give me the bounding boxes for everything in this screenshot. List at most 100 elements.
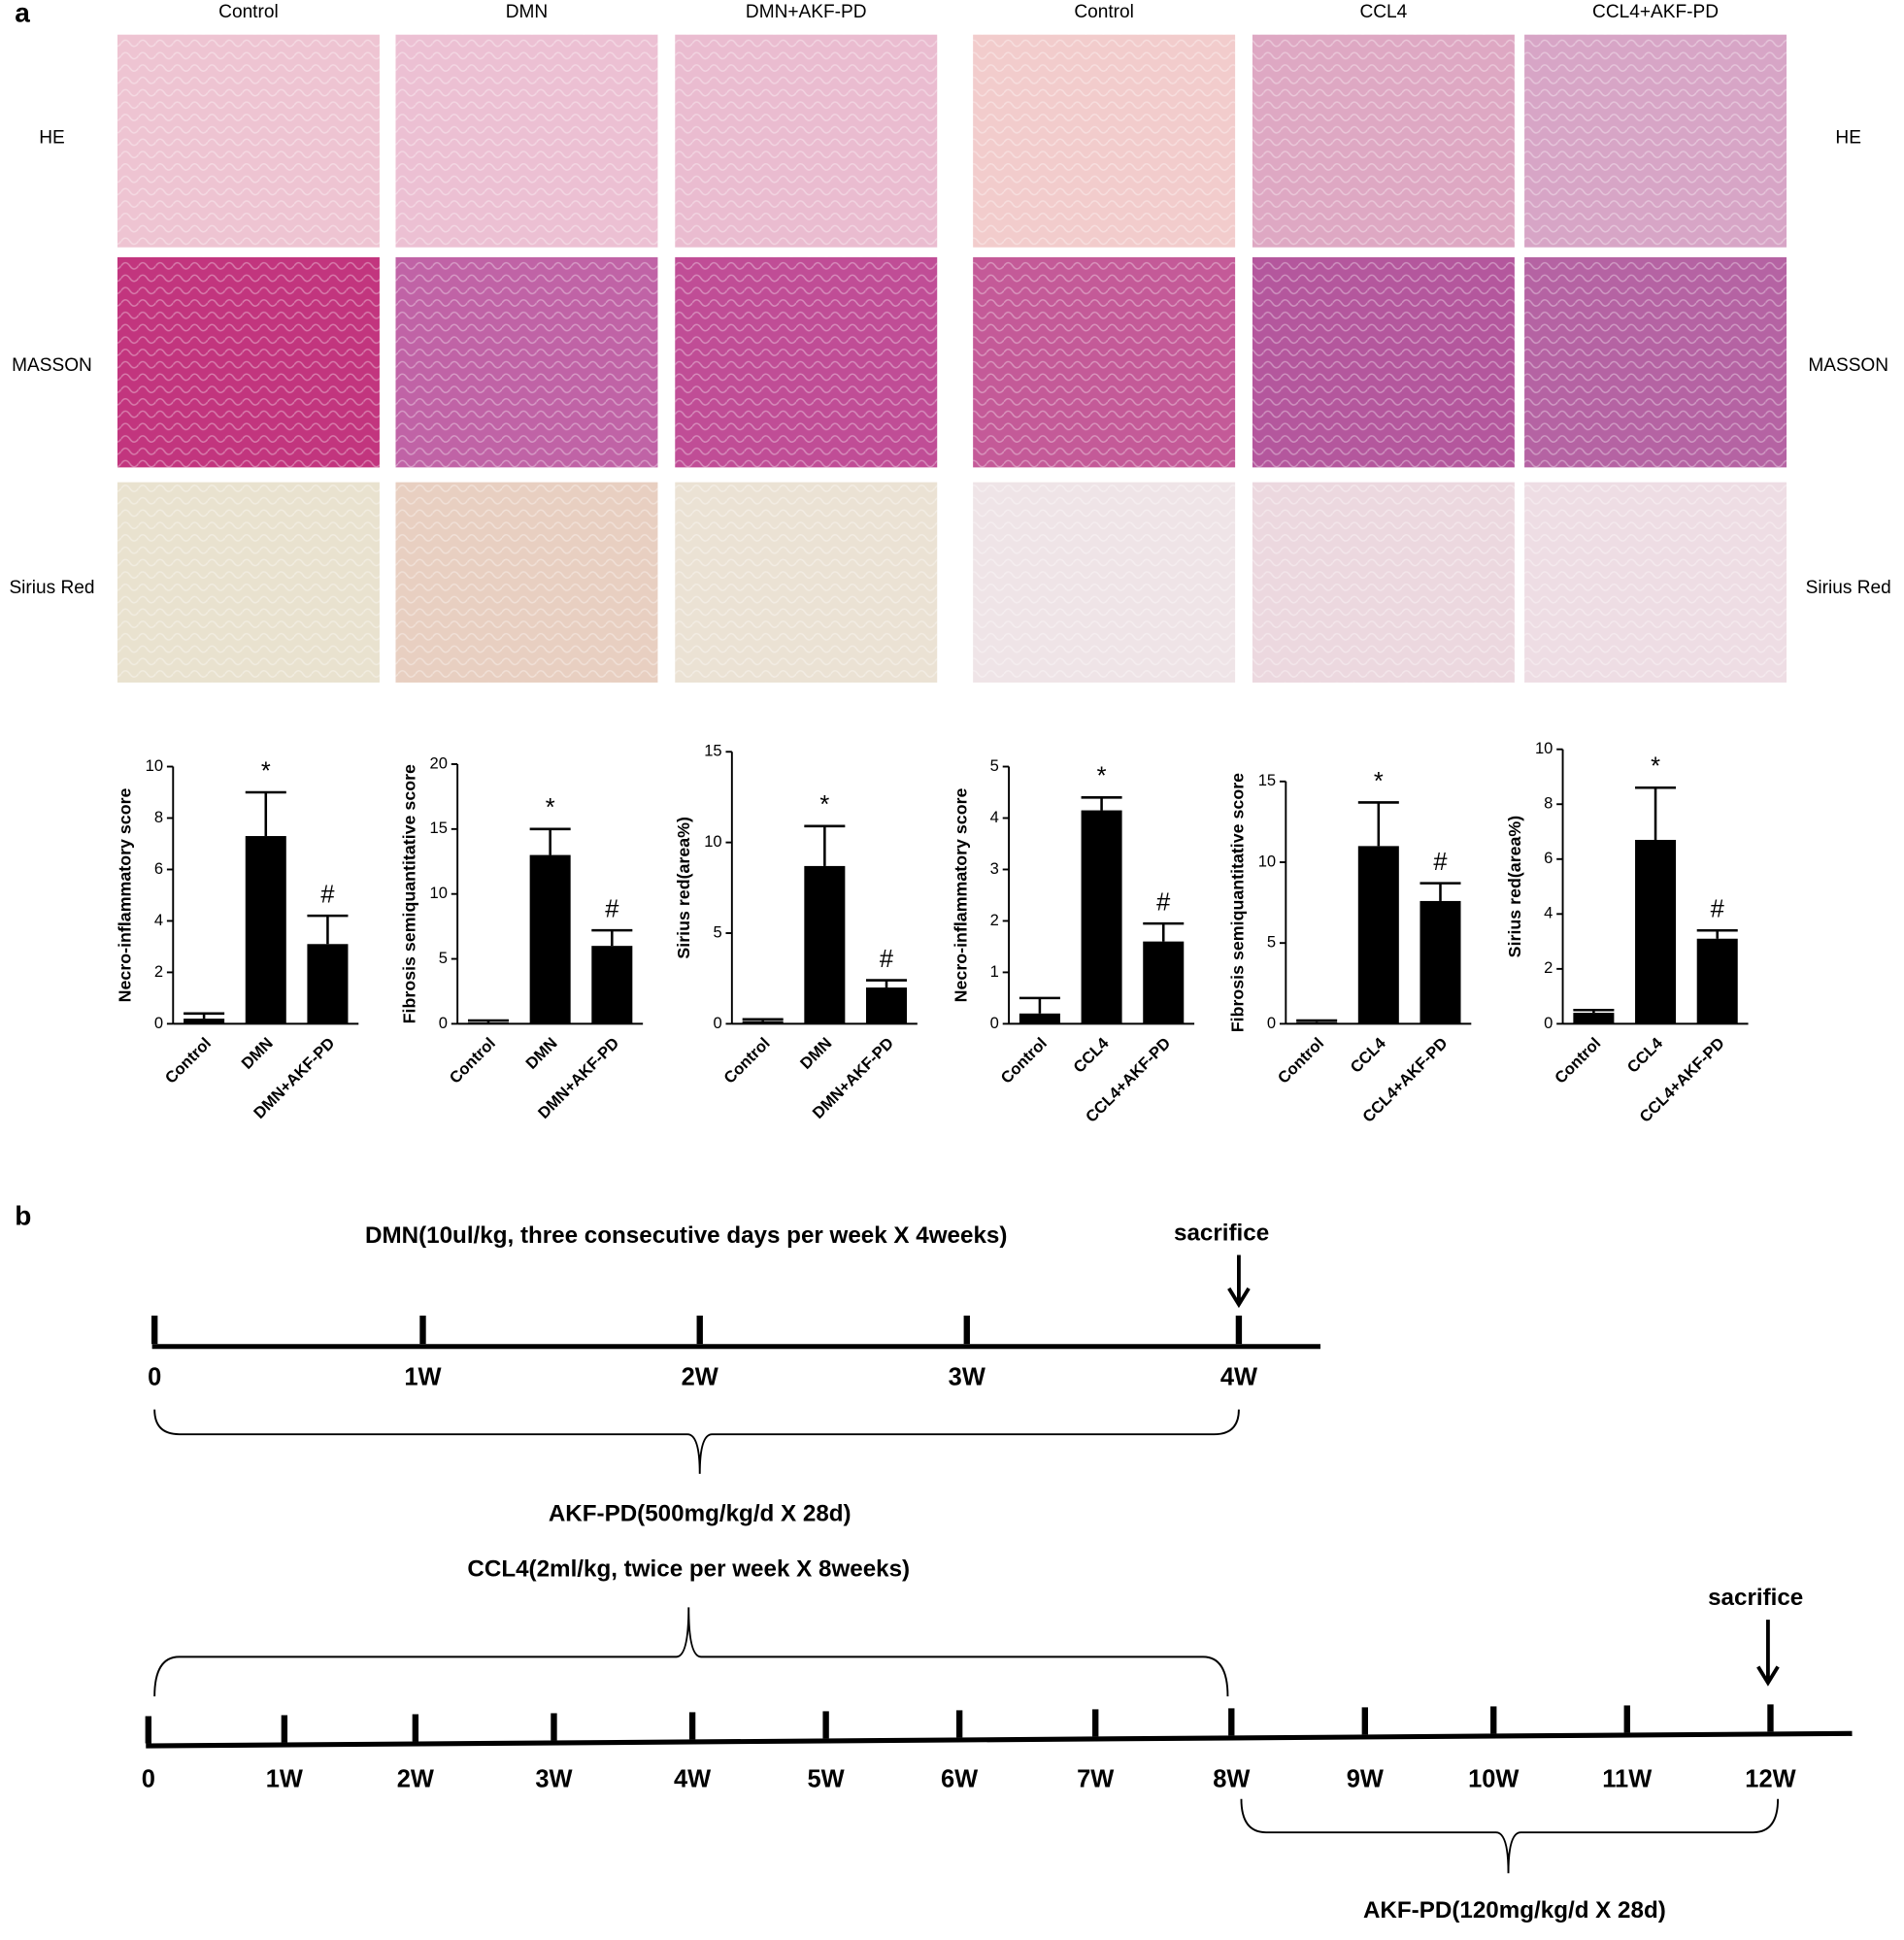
y-tick-label: 1 <box>990 962 999 981</box>
histology-texture <box>395 256 658 468</box>
x-tick-label: DMN <box>796 1034 835 1073</box>
bar <box>804 865 846 1024</box>
significance-marker: * <box>1097 763 1107 790</box>
bar <box>1696 938 1738 1024</box>
brace <box>153 1607 1229 1697</box>
timeline-label: 0 <box>142 1765 155 1792</box>
row-label: MASSON <box>12 355 92 376</box>
sacrifice-label: sacrifice <box>1708 1585 1803 1611</box>
x-tick-label: CCL4 <box>1070 1033 1114 1077</box>
y-tick-label: 8 <box>154 808 163 826</box>
x-tick-label: Control <box>1274 1034 1327 1087</box>
column-label: DMN+AKF-PD <box>746 2 867 22</box>
y-tick-label: 0 <box>1267 1014 1276 1032</box>
x-tick-label: CCL4 <box>1347 1033 1390 1077</box>
y-tick-label: 2 <box>154 962 163 981</box>
significance-marker: * <box>1374 768 1384 795</box>
x-tick-label: Control <box>997 1034 1051 1087</box>
timeline-label: 8W <box>1213 1765 1250 1792</box>
timeline-label: 4W <box>674 1765 711 1792</box>
histology-texture <box>1524 34 1787 248</box>
brace <box>1240 1798 1780 1874</box>
bar <box>1635 839 1677 1024</box>
y-axis-label: Fibrosis semiquantitative score <box>399 764 418 1023</box>
bar <box>1573 1013 1615 1024</box>
histology-texture <box>117 482 380 683</box>
significance-marker: # <box>605 895 619 922</box>
column-label: CCL4 <box>1359 2 1407 22</box>
bar <box>1143 941 1185 1024</box>
y-tick-label: 15 <box>704 742 721 760</box>
timeline-label: 2W <box>682 1364 718 1391</box>
bar <box>1081 810 1122 1024</box>
histology-texture <box>973 482 1236 683</box>
significance-marker: * <box>546 794 555 821</box>
y-axis-label: Sirius red(area%) <box>1505 816 1524 958</box>
y-tick-label: 0 <box>713 1014 721 1032</box>
significance-marker: * <box>261 757 271 785</box>
y-tick-label: 3 <box>990 859 999 878</box>
bar <box>742 1020 784 1024</box>
y-tick-label: 5 <box>990 756 999 775</box>
histology-texture <box>1252 482 1515 683</box>
x-tick-label: DMN <box>522 1034 561 1073</box>
timeline-label: 12W <box>1745 1765 1795 1792</box>
y-tick-label: 10 <box>1258 852 1276 870</box>
bar <box>1420 900 1461 1024</box>
timeline-label: 9W <box>1347 1765 1384 1792</box>
timeline-label: 3W <box>535 1765 572 1792</box>
y-tick-label: 0 <box>154 1014 163 1032</box>
significance-marker: # <box>880 946 894 973</box>
timeline-label: 3W <box>949 1364 985 1391</box>
bar <box>591 946 633 1024</box>
x-tick-label: Control <box>446 1034 499 1087</box>
histology-texture <box>1524 256 1787 468</box>
x-tick-label: CCL4 <box>1623 1033 1667 1077</box>
arrow <box>1227 1254 1251 1309</box>
column-label: DMN <box>506 2 548 22</box>
y-tick-label: 0 <box>439 1014 448 1032</box>
timeline-label: 2W <box>397 1765 434 1792</box>
y-tick-label: 15 <box>1258 771 1276 789</box>
histology-texture <box>1252 34 1515 248</box>
bar <box>1019 1013 1060 1024</box>
bar <box>307 944 349 1024</box>
histology-texture <box>973 256 1236 468</box>
column-label: CCL4+AKF-PD <box>1592 2 1719 22</box>
timeline-label: 4W <box>1220 1364 1257 1391</box>
significance-marker: * <box>1651 753 1660 781</box>
significance-marker: * <box>819 791 829 819</box>
y-tick-label: 2 <box>990 911 999 929</box>
y-tick-label: 0 <box>1544 1014 1553 1032</box>
panel-label: a <box>15 0 30 28</box>
significance-marker: # <box>320 881 335 908</box>
histology-texture <box>395 34 658 248</box>
y-axis-label: Fibrosis semiquantitative score <box>1228 773 1248 1032</box>
x-tick-label: Control <box>161 1034 215 1087</box>
treatment-label: AKF-PD(120mg/kg/d X 28d) <box>1363 1897 1666 1923</box>
x-tick-label: Control <box>1551 1034 1604 1087</box>
timeline-label: 7W <box>1077 1765 1114 1792</box>
timeline-label: 1W <box>404 1364 441 1391</box>
timeline-label: 1W <box>266 1765 303 1792</box>
histology-texture <box>1524 482 1787 683</box>
y-tick-label: 0 <box>990 1014 999 1032</box>
histology-texture <box>675 482 938 683</box>
histology-texture <box>117 34 380 248</box>
x-tick-label: DMN <box>238 1034 277 1073</box>
row-label: HE <box>1835 128 1861 149</box>
bar <box>245 836 286 1024</box>
row-label: HE <box>39 128 65 149</box>
bar <box>467 1022 509 1024</box>
histology-texture <box>675 34 938 248</box>
brace <box>153 1409 1240 1474</box>
treatment-label: AKF-PD(500mg/kg/d X 28d) <box>549 1500 852 1526</box>
y-tick-label: 4 <box>154 911 163 929</box>
histology-texture <box>117 256 380 468</box>
bar <box>1296 1021 1338 1024</box>
y-tick-label: 4 <box>1544 904 1553 922</box>
timeline-axis <box>146 1730 1853 1749</box>
sacrifice-label: sacrifice <box>1174 1220 1269 1246</box>
bar <box>529 854 571 1024</box>
